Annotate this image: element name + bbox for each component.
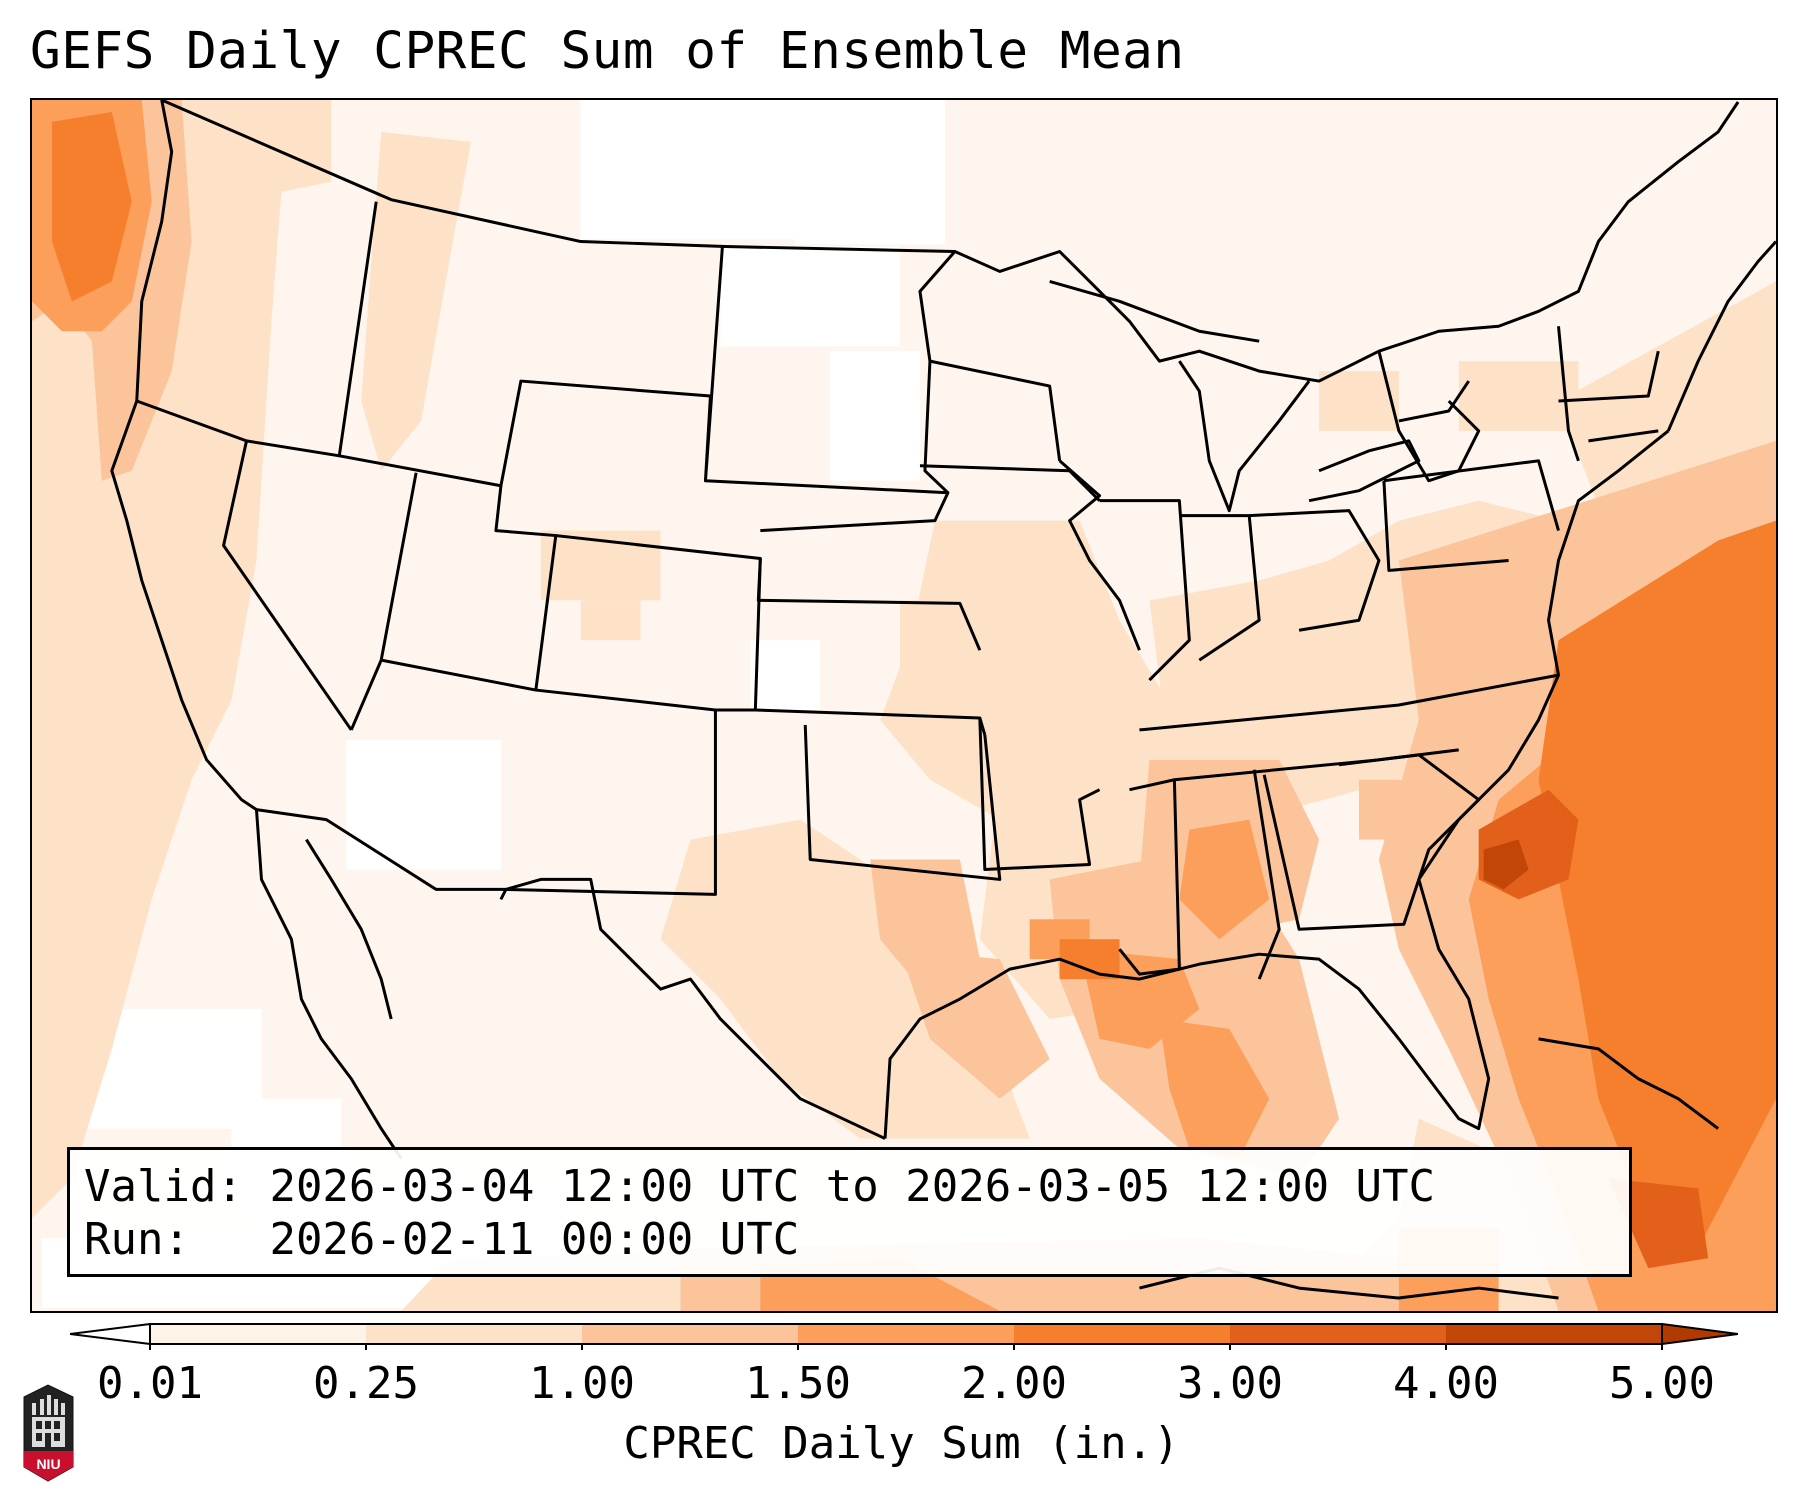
valid-label: Valid: xyxy=(84,1161,243,1212)
colorbar-tick-label: 5.00 xyxy=(1609,1358,1715,1409)
colorbar-tick-label: 4.00 xyxy=(1393,1358,1499,1409)
run-text: 2026-02-11 00:00 UTC xyxy=(269,1214,800,1265)
state-borders xyxy=(136,100,1740,1140)
coastlines xyxy=(110,100,1776,1300)
colorbar-under-triangle xyxy=(70,1322,151,1346)
precip-field-level-5 xyxy=(51,111,1776,1249)
colorbar-seg-6 xyxy=(1230,1324,1446,1344)
valid-run-info-box: Valid: 2026-03-04 12:00 UTC to 2026-03-0… xyxy=(67,1147,1632,1277)
niu-logo: NIU xyxy=(23,1384,74,1482)
colorbar-label: CPREC Daily Sum (in.) xyxy=(623,1418,1180,1469)
colorbar-seg-5 xyxy=(1014,1324,1230,1344)
colorbar-seg-1 xyxy=(150,1324,366,1344)
colorbar-seg-3 xyxy=(582,1324,798,1344)
niu-logo-text: NIU xyxy=(36,1456,60,1472)
precip-field-level-7 xyxy=(1483,839,1529,890)
valid-text: 2026-03-04 12:00 UTC to 2026-03-05 12:00… xyxy=(269,1161,1436,1212)
colorbar-tick-label: 1.00 xyxy=(529,1358,635,1409)
colorbar-tick-label: 0.25 xyxy=(313,1358,419,1409)
page-title: GEFS Daily CPREC Sum of Ensemble Mean xyxy=(30,22,1185,81)
precipitation-map[interactable] xyxy=(32,100,1776,1311)
colorbar-tick-label: 1.50 xyxy=(745,1358,851,1409)
map-panel[interactable] xyxy=(30,98,1778,1313)
colorbar-ticks xyxy=(149,1344,1663,1350)
colorbar-tick-label: 2.00 xyxy=(961,1358,1067,1409)
colorbar-seg-2 xyxy=(366,1324,582,1344)
colorbar xyxy=(70,1322,1738,1350)
colorbar-tick-label: 0.01 xyxy=(97,1358,203,1409)
colorbar-tick-label: 3.00 xyxy=(1177,1358,1283,1409)
colorbar-seg-4 xyxy=(798,1324,1014,1344)
run-label: Run: xyxy=(84,1214,190,1265)
colorbar-over-triangle xyxy=(1661,1322,1738,1346)
colorbar-seg-7 xyxy=(1446,1324,1662,1344)
